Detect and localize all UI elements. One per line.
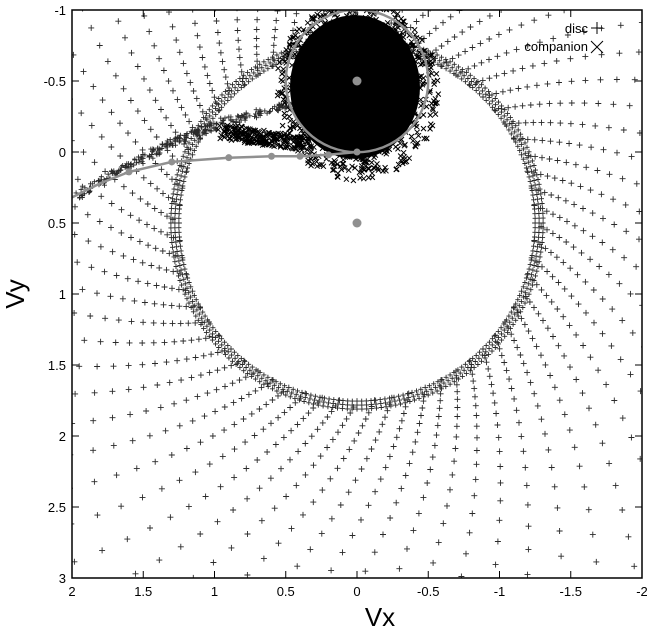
secondary-point [352,76,362,86]
x-tick-label: -2 [636,584,647,599]
x-tick-label: 1 [211,584,218,599]
companion-markers [215,10,442,184]
stream-point [325,151,332,159]
axis-ticks: 2 1.5 1 0.5 0 -0.5 -1 -1.5 -2 -1 -0.5 0 0.5 1 1.5 2 2.5 3 [44,3,647,599]
legend-label-disc: disc [565,21,589,36]
legend-marker-companion [590,40,604,54]
y-tick-label: 1 [59,287,66,302]
legend: disc companion [524,21,604,54]
y-tick-label: -1 [54,3,66,18]
stream-point [268,152,275,160]
x-tick-label: 0.5 [277,584,295,599]
x-tick-label: 0 [353,584,360,599]
stream-point [168,158,176,166]
y-tick-label: 0 [59,145,66,160]
stream-point [125,168,133,176]
x-axis-label: Vx [365,602,395,632]
y-tick-label: 3 [59,571,66,586]
y-tick-label: 2.5 [48,500,66,515]
legend-marker-disc [591,22,603,34]
y-tick-label: 0.5 [48,216,66,231]
trajectory-overlay [72,10,430,228]
stream-point [296,152,304,160]
y-tick-label: 2 [59,429,66,444]
stream-point [225,154,233,162]
y-tick-label: 1.5 [48,358,66,373]
x-tick-label: -1 [494,584,506,599]
x-tick-label: 2 [68,584,75,599]
legend-label-companion: companion [524,39,588,54]
x-tick-label: -1.5 [560,584,582,599]
stream-point [353,148,361,156]
y-axis-label: Vy [0,279,30,308]
primary-point [352,218,362,228]
x-tick-label: -0.5 [417,584,439,599]
y-tick-label: -0.5 [44,74,66,89]
x-tick-label: 1.5 [134,584,152,599]
